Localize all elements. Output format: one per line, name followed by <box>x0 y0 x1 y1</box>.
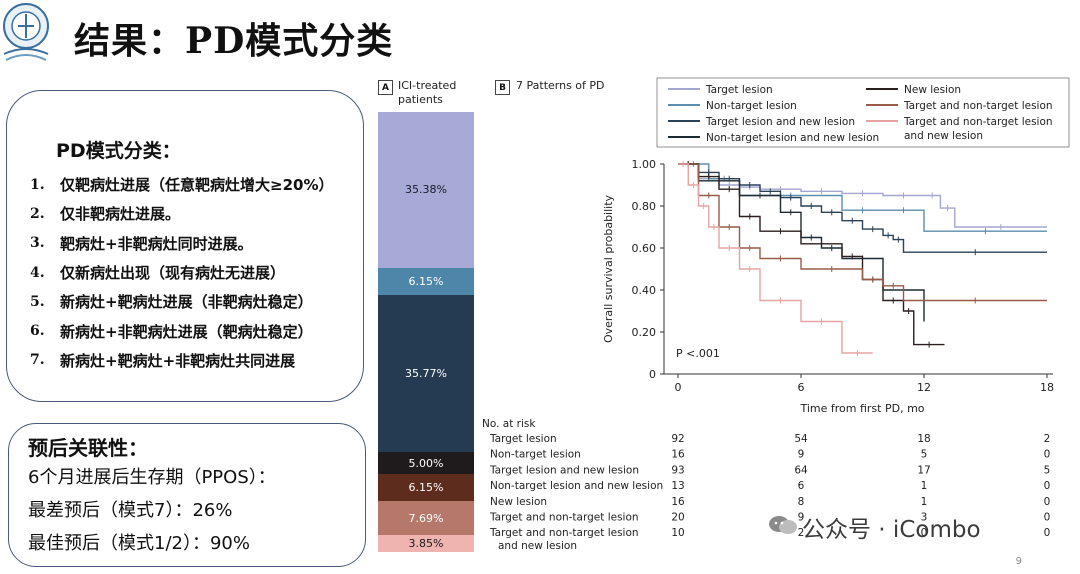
prognosis-line: 最差预后（模式7）：26% <box>28 500 233 521</box>
watermark: 公众号 · iCombo <box>802 517 981 543</box>
pattern-item: 3. 靶病灶+非靶病灶同时进展。 <box>30 234 253 253</box>
legend-label: Target and non-target lesion and new lesi… <box>903 116 1053 142</box>
km-curve <box>678 163 1047 228</box>
legend-label: New lesion <box>904 84 961 96</box>
patterns-title: PD模式分类： <box>56 140 181 162</box>
x-axis-title: Time from first PD, mo <box>799 402 924 415</box>
legend: Target lesion Non-target lesion Target les… <box>668 84 1053 144</box>
slide-title: 结果：PD模式分类 <box>74 20 394 62</box>
wechat-icon <box>768 514 798 536</box>
risk-cell: 16 <box>671 496 685 508</box>
legend-label: Non-target lesion and new lesion <box>706 132 879 144</box>
legend-frame <box>656 77 1070 148</box>
y-tick-label: 0.40 <box>632 284 657 297</box>
y-tick-label: 0.80 <box>632 200 657 213</box>
risk-cell: 92 <box>671 433 684 445</box>
bar-segment: 6.15% <box>378 474 474 502</box>
patterns-box <box>6 90 364 402</box>
risk-cell: 0 <box>1044 527 1051 539</box>
patterns-list: 1. 仅靶病灶进展（任意靶病灶增大≥20%） 2. 仅非靶病灶进展。 3. 靶病灶+非… <box>30 170 333 375</box>
p-value-annotation: P <.001 <box>676 347 720 360</box>
society-logo <box>3 3 49 61</box>
pattern-item: 4. 仅新病灶出现（现有病灶无进展） <box>30 264 286 283</box>
y-tick-label: 1.00 <box>632 158 657 171</box>
bar-segment: 3.85% <box>378 535 474 552</box>
legend-label: Target lesion <box>705 84 773 96</box>
y-axis-title: Overall survival probability <box>602 194 615 343</box>
y-tick-label: 0.20 <box>632 326 657 339</box>
panel-a-letter: A <box>378 80 393 95</box>
km-curve <box>678 163 873 354</box>
km-curve <box>678 163 1047 302</box>
risk-cell: 1 <box>921 480 928 492</box>
km-curve <box>678 163 945 346</box>
risk-row-label: Non-target lesion and new lesion <box>490 480 663 492</box>
risk-cell: 8 <box>798 496 805 508</box>
prognosis-title: 预后关联性： <box>28 436 148 460</box>
risk-cell: 0 <box>1044 512 1051 524</box>
risk-cell: 1 <box>921 496 928 508</box>
risk-cell: 6 <box>798 480 805 492</box>
x-tick-label: 18 <box>1040 381 1054 394</box>
pattern-item: 6. 新病灶+非靶病灶进展（靶病灶稳定） <box>30 322 313 341</box>
prognosis-line: 6个月进展后生存期（PPOS）： <box>28 467 276 488</box>
x-tick-label: 0 <box>675 381 682 394</box>
km-curve <box>678 163 925 322</box>
risk-table-title: No. at risk <box>482 418 536 430</box>
bar-segment: 6.15% <box>378 267 474 295</box>
stacked-bar: 35.38% 6.15% 35.77% 5.00% 6.15% 7.69% 3.85% <box>378 112 474 552</box>
legend-label: Target lesion and new lesion <box>705 116 855 128</box>
risk-row-label: Target and non-target lesion <box>489 512 639 524</box>
y-tick-label: 0 <box>649 368 656 381</box>
km-curve <box>678 163 1047 253</box>
risk-cell: 0 <box>1044 449 1051 461</box>
risk-row-label: New lesion <box>490 496 547 508</box>
bar-segment: 35.77% <box>378 294 474 453</box>
risk-cell: 5 <box>1044 464 1051 476</box>
risk-cell: 18 <box>917 433 930 445</box>
panel-b-letter: B <box>495 80 510 95</box>
risk-cell: 54 <box>794 433 808 445</box>
x-tick-label: 6 <box>798 381 805 394</box>
risk-cell: 13 <box>671 480 684 492</box>
risk-cell: 16 <box>671 449 685 461</box>
risk-cell: 2 <box>1044 433 1051 445</box>
prognosis-box <box>8 423 366 567</box>
pattern-item: 2. 仅非靶病灶进展。 <box>30 205 181 224</box>
panel-b-label: 7 Patterns of PD <box>516 79 605 92</box>
km-curve <box>678 163 1047 232</box>
risk-cell: 9 <box>798 449 805 461</box>
risk-row-label: Non-target lesion <box>490 449 581 461</box>
page-number: 9 <box>1015 556 1022 567</box>
risk-row-label: Target and non-target lesion and new lesi… <box>489 527 639 552</box>
risk-cell: 0 <box>1044 480 1051 492</box>
x-tick-label: 12 <box>917 381 931 394</box>
legend-label: Non-target lesion <box>706 100 797 112</box>
curves <box>678 161 1047 356</box>
bar-segment: 7.69% <box>378 501 474 536</box>
pattern-item: 7. 新病灶+靶病灶+非靶病灶共同进展 <box>30 351 296 370</box>
prognosis-line: 最佳预后（模式1/2）：90% <box>28 533 250 554</box>
risk-cell: 20 <box>671 512 684 524</box>
bar-segment: 35.38% <box>378 112 474 268</box>
risk-cell: 0 <box>1044 496 1051 508</box>
legend-label: Target and non-target lesion <box>903 100 1053 112</box>
y-tick-label: 0.60 <box>632 242 657 255</box>
pattern-item: 5. 新病灶+靶病灶进展（非靶病灶稳定） <box>30 293 313 312</box>
risk-cell: 10 <box>671 527 684 539</box>
panel-a-label: ICI-treated patients <box>398 79 457 106</box>
risk-row-label: Target lesion and new lesion <box>489 464 639 476</box>
risk-cell: 5 <box>921 449 928 461</box>
bar-segment: 5.00% <box>378 452 474 475</box>
risk-cell: 64 <box>794 464 808 476</box>
pattern-item: 1. 仅靶病灶进展（任意靶病灶增大≥20%） <box>30 176 334 195</box>
risk-cell: 17 <box>917 464 930 476</box>
risk-row-label: Target lesion <box>489 433 557 445</box>
axes: 0 6 12 18 0 0.20 0.40 0.60 0.80 1.00 Time from fir… <box>602 158 1054 415</box>
risk-cell: 93 <box>671 464 684 476</box>
